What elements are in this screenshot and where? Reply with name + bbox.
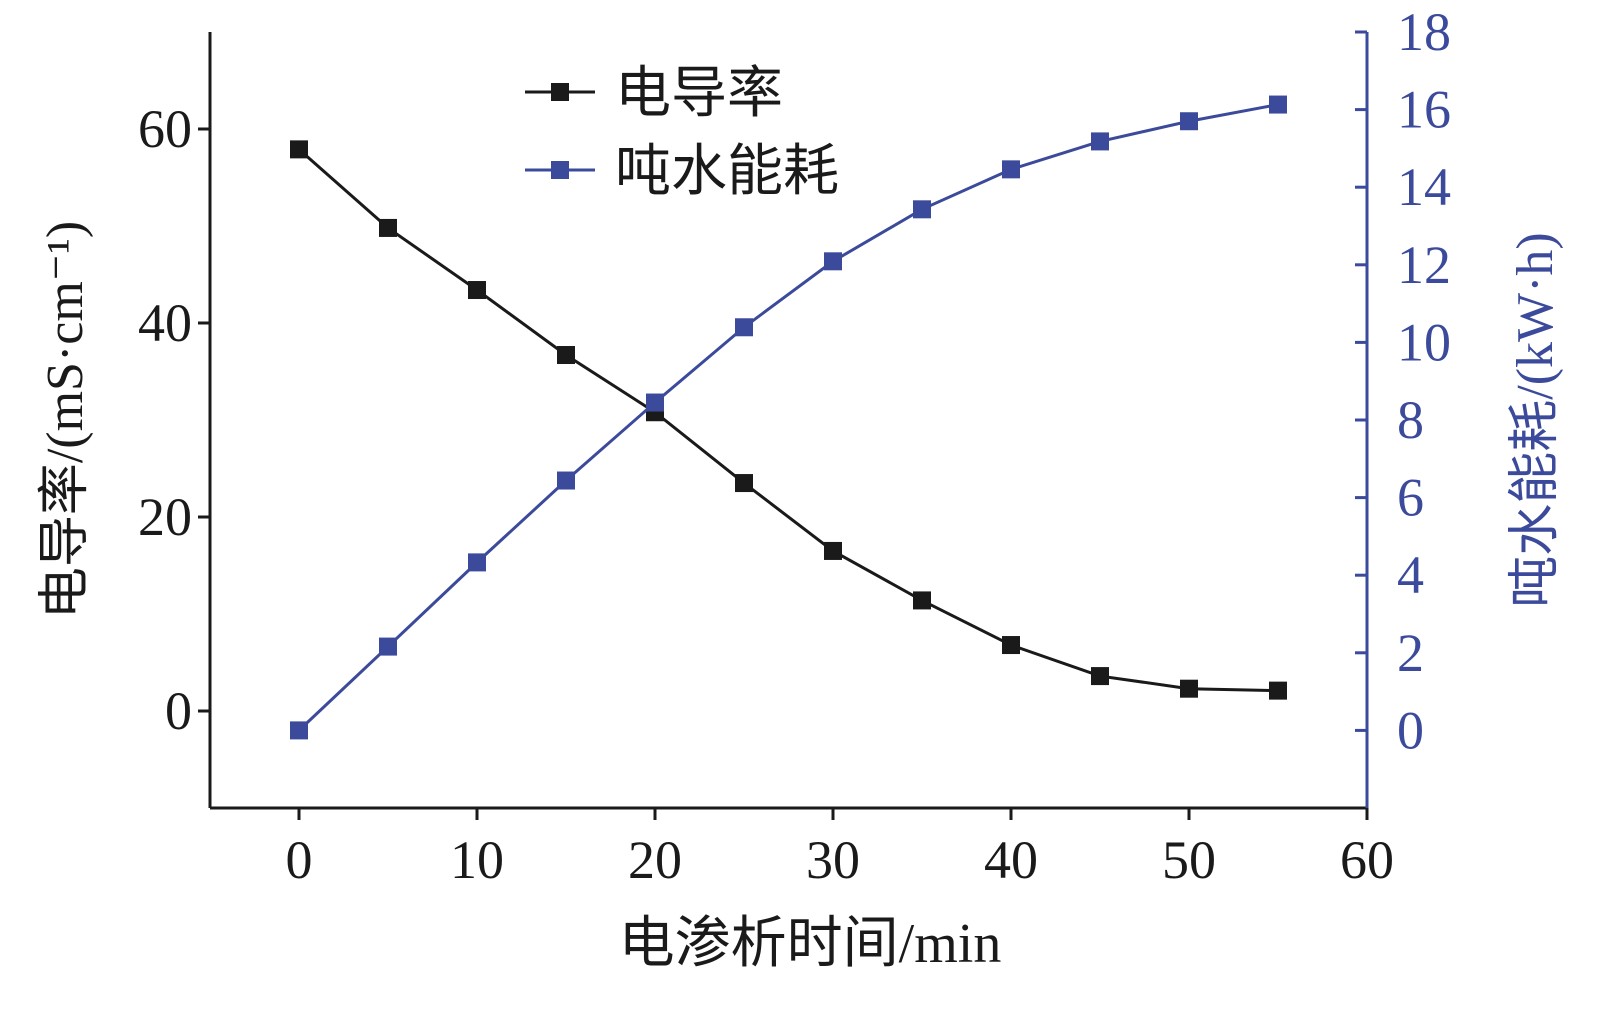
y2-axis-label: 吨水能耗/(kW·h) — [1507, 232, 1564, 607]
data-point — [290, 721, 308, 740]
series-line-0 — [298, 148, 1279, 693]
data-point — [824, 252, 842, 271]
y2-tick-label: 2 — [1397, 623, 1424, 683]
data-point — [1002, 160, 1020, 179]
y2-tick-label: 8 — [1397, 390, 1424, 450]
y2-tick-label: 16 — [1397, 80, 1451, 140]
x-tick-label: 0 — [286, 830, 313, 890]
x-tick-label: 60 — [1340, 830, 1394, 890]
series-line-1 — [297, 103, 1279, 732]
y-tick-label: 20 — [138, 487, 192, 547]
legend-label: 吨水能耗 — [615, 141, 839, 203]
y2-tick-label: 6 — [1397, 468, 1424, 528]
y2-tick-label: 10 — [1397, 312, 1451, 372]
x-tick-label: 40 — [984, 830, 1038, 890]
data-point — [557, 471, 575, 490]
x-tick-label: 20 — [628, 830, 682, 890]
data-point — [1091, 132, 1109, 151]
data-point — [379, 218, 397, 237]
data-point — [557, 346, 575, 365]
y-tick-label: 60 — [138, 99, 192, 159]
y2-tick-label: 0 — [1397, 700, 1424, 760]
y2-tick-label: 12 — [1397, 235, 1451, 295]
x-axis-label: 电渗析时间/min — [619, 913, 1002, 975]
y2-tick-label: 18 — [1397, 2, 1451, 62]
data-point — [1180, 679, 1198, 698]
data-point — [1269, 95, 1287, 114]
y-tick-label: 0 — [165, 681, 192, 741]
y-axis-label: 电导率/(mS·cm⁻¹) — [37, 221, 94, 619]
data-point — [735, 318, 753, 337]
data-point — [468, 281, 486, 300]
data-point — [1180, 112, 1198, 131]
data-point — [913, 200, 931, 219]
data-point — [468, 553, 486, 572]
y-tick-label: 40 — [138, 293, 192, 353]
legend-marker — [551, 161, 569, 179]
x-tick-label: 30 — [806, 830, 860, 890]
y2-tick-label: 4 — [1397, 545, 1424, 605]
legend-label: 电导率 — [615, 63, 783, 125]
data-point — [1091, 667, 1109, 686]
series-group — [290, 95, 1287, 740]
data-point — [379, 637, 397, 656]
data-point — [290, 140, 308, 159]
legend-marker — [551, 83, 569, 101]
data-point — [1002, 636, 1020, 655]
data-point — [1269, 681, 1287, 700]
data-point — [735, 474, 753, 493]
x-tick-label: 10 — [450, 830, 504, 890]
data-point — [824, 541, 842, 560]
y2-tick-label: 14 — [1397, 157, 1451, 217]
data-point — [913, 591, 931, 610]
axes: 0 10 20 30 40 50 60 0 20 40 60 0 2 4 6 8 10 12 14 16 18 — [138, 2, 1451, 890]
x-tick-label: 50 — [1162, 830, 1216, 890]
data-point — [646, 393, 664, 412]
